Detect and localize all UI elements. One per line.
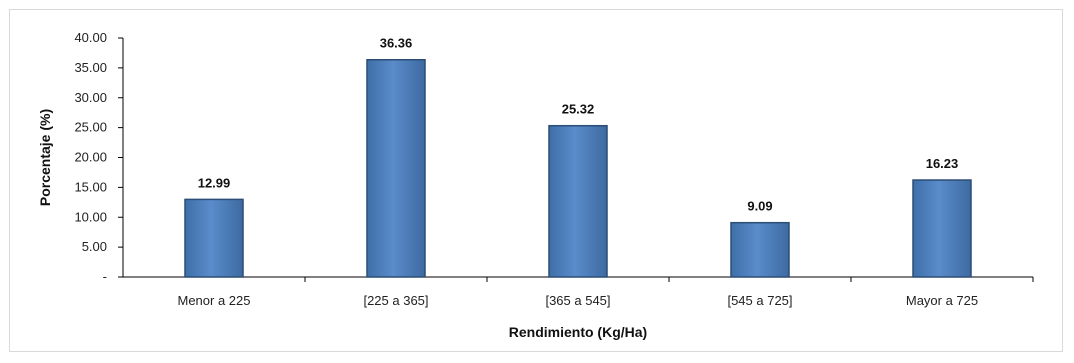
bar [912, 179, 972, 278]
y-axis-title: Porcentaje (%) [37, 109, 53, 206]
x-category-label: Mayor a 725 [906, 293, 978, 308]
y-tick-label: 40.00 [74, 30, 107, 45]
x-axis-title: Rendimiento (Kg/Ha) [509, 324, 647, 340]
x-category-label: Menor a 225 [178, 293, 251, 308]
bar [548, 124, 608, 278]
y-tick-label: 20.00 [74, 150, 107, 165]
y-tick-label: 15.00 [74, 179, 107, 194]
y-tick-label: 10.00 [74, 209, 107, 224]
y-axis-ticks: - 5.00 10.00 15.00 20.00 25.00 30.00 35.00 40.00 [74, 30, 123, 284]
data-label: 16.23 [926, 156, 959, 171]
x-axis-categories: Menor a 225 [225 a 365] [365 a 545] [545 a … [178, 277, 1034, 308]
y-tick-label: 25.00 [74, 120, 107, 135]
bar [366, 58, 426, 278]
x-category-label: [225 a 365] [363, 293, 428, 308]
bar [184, 198, 244, 278]
data-label: 12.99 [198, 175, 231, 190]
x-category-label: [365 a 545] [545, 293, 610, 308]
y-tick-label: 30.00 [74, 90, 107, 105]
y-tick-label: 5.00 [82, 239, 107, 254]
y-tick-label: 35.00 [74, 60, 107, 75]
data-label: 9.09 [747, 199, 772, 214]
chart-area [9, 9, 1063, 352]
bars-group: 12.99 36.36 25.32 9.09 16.23 [184, 36, 972, 278]
bar [730, 221, 790, 278]
data-label: 36.36 [380, 36, 413, 51]
data-label: 25.32 [562, 102, 595, 117]
y-tick-label: - [103, 269, 107, 284]
x-category-label: [545 a 725] [727, 293, 792, 308]
